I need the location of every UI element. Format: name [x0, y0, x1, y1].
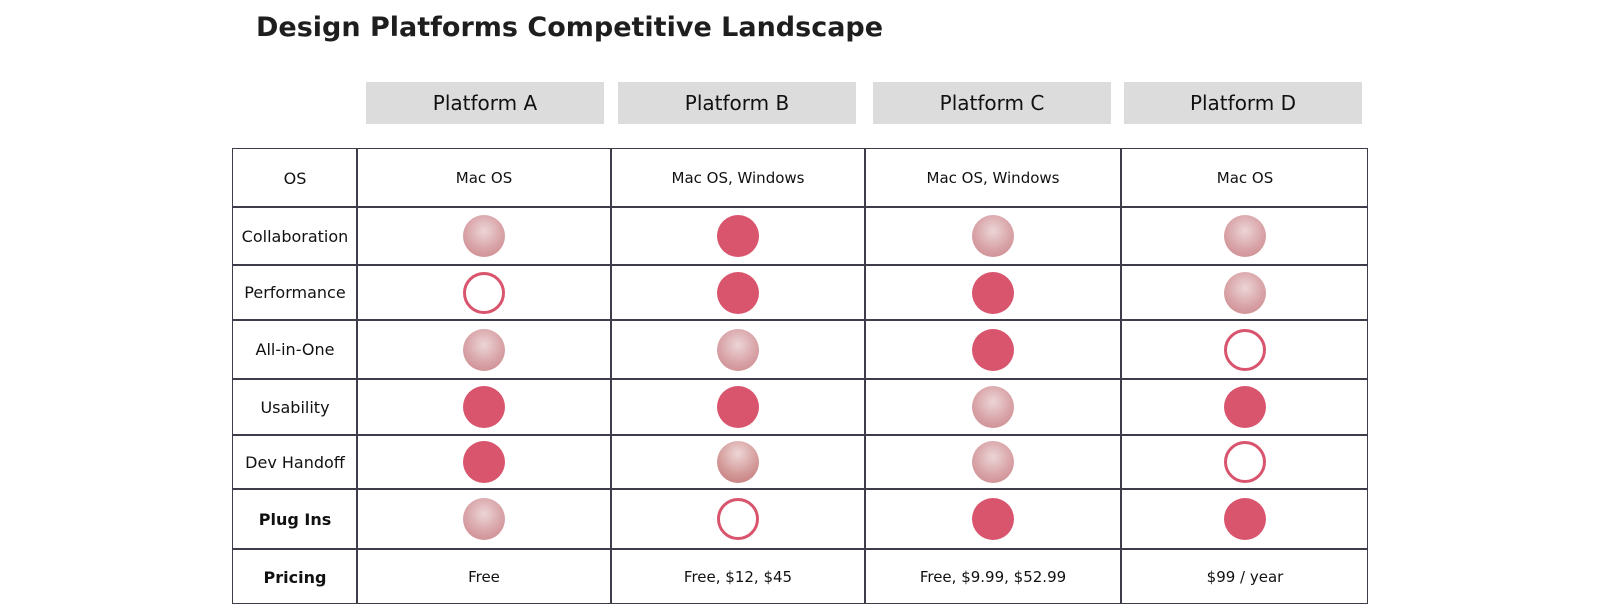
- row-label-all-in-one: All-in-One: [255, 340, 335, 359]
- cell-dev-handoff-platform-b: [611, 435, 865, 489]
- platform-header-d: Platform D: [1124, 82, 1362, 124]
- row-divider: [233, 319, 1367, 321]
- column-divider: [1120, 149, 1122, 603]
- rating-full-icon: [717, 215, 759, 257]
- row-divider: [233, 378, 1367, 380]
- cell-plug-ins-platform-a: [357, 489, 611, 549]
- rating-full-icon: [1224, 498, 1266, 540]
- rating-partial-icon: [972, 441, 1014, 483]
- cell-os-platform-b: Mac OS, Windows: [671, 169, 805, 187]
- rating-partial-icon: [463, 328, 505, 371]
- cell-dev-handoff-platform-c: [865, 435, 1121, 489]
- cell-performance-platform-b: [611, 265, 865, 320]
- cell-os-platform-c: Mac OS, Windows: [926, 169, 1060, 187]
- cell-performance-platform-d: [1121, 265, 1369, 320]
- rating-partial-icon: [1224, 215, 1266, 257]
- rating-full-icon: [717, 386, 759, 428]
- cell-pricing-platform-a: Free: [468, 568, 500, 586]
- row-label-usability: Usability: [260, 397, 330, 417]
- cell-collaboration-platform-a: [357, 207, 611, 265]
- row-divider: [233, 488, 1367, 490]
- cell-all-in-one-platform-d: [1121, 320, 1369, 379]
- platform-header-c: Platform C: [873, 82, 1111, 124]
- row-label-os: OS: [283, 168, 307, 188]
- rating-full-icon: [717, 271, 759, 314]
- rating-none-icon: [1224, 441, 1266, 483]
- rating-full-icon: [463, 441, 505, 483]
- rating-full-icon: [1224, 386, 1266, 428]
- rating-partial-icon: [463, 498, 505, 540]
- cell-pricing-platform-b: Free, $12, $45: [683, 568, 793, 586]
- page-title: Design Platforms Competitive Landscape: [256, 12, 884, 43]
- comparison-grid: OS Mac OS Mac OS, Windows Mac OS, Windows Ma…: [232, 148, 1368, 604]
- row-divider: [233, 434, 1367, 436]
- rating-partial-icon: [717, 328, 759, 371]
- cell-usability-platform-a: [357, 379, 611, 435]
- cell-dev-handoff-platform-d: [1121, 435, 1369, 489]
- cell-all-in-one-platform-a: [357, 320, 611, 379]
- cell-collaboration-platform-d: [1121, 207, 1369, 265]
- cell-performance-platform-a: [357, 265, 611, 320]
- rating-partial-icon: [463, 215, 505, 257]
- cell-os-platform-a: Mac OS: [455, 169, 513, 187]
- row-divider: [233, 264, 1367, 266]
- rating-full-icon: [972, 328, 1014, 371]
- rating-full-icon: [972, 498, 1014, 540]
- rating-none-icon: [463, 271, 505, 314]
- row-label-dev-handoff: Dev Handoff: [245, 452, 345, 472]
- row-divider: [233, 206, 1367, 208]
- column-divider: [864, 149, 866, 603]
- cell-dev-handoff-platform-a: [357, 435, 611, 489]
- column-divider: [356, 149, 358, 603]
- cell-plug-ins-platform-d: [1121, 489, 1369, 549]
- platform-header-b: Platform B: [618, 82, 856, 124]
- row-divider: [233, 548, 1367, 550]
- cell-performance-platform-c: [865, 265, 1121, 320]
- rating-full-icon: [463, 386, 505, 428]
- rating-low-icon: [717, 441, 759, 483]
- row-label-pricing: Pricing: [263, 567, 327, 587]
- cell-collaboration-platform-c: [865, 207, 1121, 265]
- row-label-collaboration: Collaboration: [241, 226, 349, 246]
- cell-plug-ins-platform-c: [865, 489, 1121, 549]
- cell-plug-ins-platform-b: [611, 489, 865, 549]
- cell-all-in-one-platform-c: [865, 320, 1121, 379]
- cell-usability-platform-b: [611, 379, 865, 435]
- cell-pricing-platform-d: $99 / year: [1206, 568, 1284, 586]
- row-label-performance: Performance: [244, 283, 346, 302]
- cell-pricing-platform-c: Free, $9.99, $52.99: [919, 568, 1067, 586]
- rating-none-icon: [717, 498, 759, 540]
- rating-none-icon: [1224, 328, 1266, 371]
- column-divider: [610, 149, 612, 603]
- rating-partial-icon: [972, 215, 1014, 257]
- platform-header-a: Platform A: [366, 82, 604, 124]
- row-label-plug-ins: Plug Ins: [258, 509, 332, 529]
- cell-usability-platform-d: [1121, 379, 1369, 435]
- cell-all-in-one-platform-b: [611, 320, 865, 379]
- rating-partial-icon: [972, 386, 1014, 428]
- rating-full-icon: [972, 271, 1014, 314]
- rating-partial-icon: [1224, 271, 1266, 314]
- cell-usability-platform-c: [865, 379, 1121, 435]
- cell-collaboration-platform-b: [611, 207, 865, 265]
- cell-os-platform-d: Mac OS: [1216, 169, 1274, 187]
